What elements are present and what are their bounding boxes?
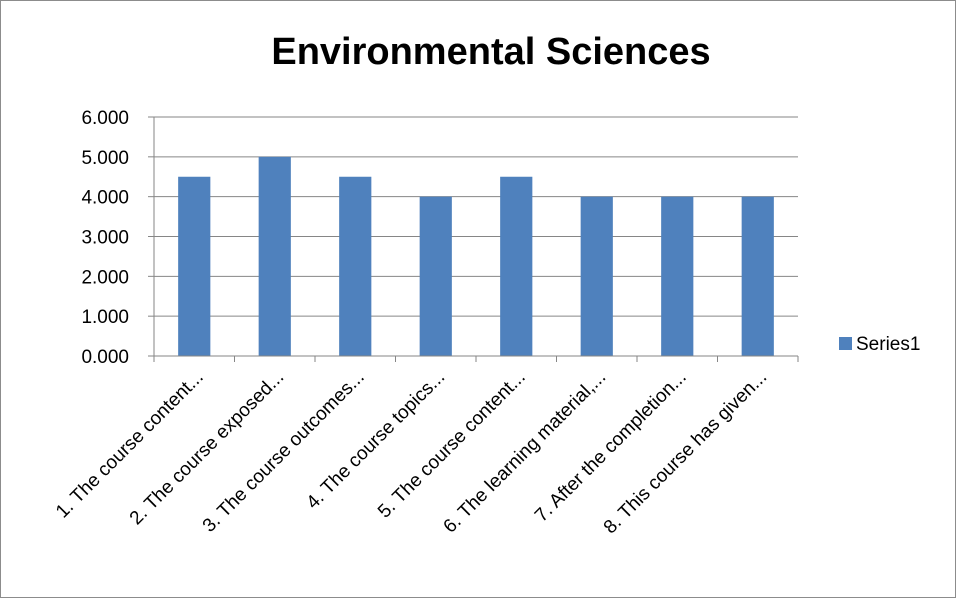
bar (741, 196, 774, 356)
y-tick-label: 2.000 (81, 267, 129, 288)
gridlines (154, 116, 798, 357)
x-tick-label: 3. The course outcomes... (199, 367, 369, 537)
bar (580, 196, 613, 356)
bar (500, 176, 533, 356)
legend-label: Series1 (856, 334, 920, 355)
y-axis: 0.000 1.000 2.000 3.000 4.000 5.000 6.000 (81, 108, 155, 368)
y-tick-label: 3.000 (81, 228, 129, 249)
y-tick-label: 6.000 (81, 108, 129, 129)
x-tick-label: 4. The course topics... (303, 367, 450, 514)
chart-title: Environmental Sciences (271, 31, 711, 73)
x-tick-label: 5. The course content... (374, 367, 530, 523)
legend: Series1 (839, 334, 920, 355)
bars (178, 156, 774, 356)
x-tick-label: 1. The course content... (52, 367, 208, 523)
bar (258, 156, 291, 356)
legend-swatch (839, 337, 852, 350)
x-tick-label: 2. The course exposed... (126, 367, 288, 529)
y-tick-label: 5.000 (81, 148, 129, 169)
bar (339, 176, 372, 356)
x-tick-label: 8. This course has given... (600, 367, 771, 538)
bar (661, 196, 694, 356)
x-tick-label: 6. The learning material,... (440, 367, 611, 538)
y-tick-label: 1.000 (81, 307, 129, 328)
x-axis: 1. The course content...2. The course ex… (52, 355, 799, 538)
y-tick-label: 4.000 (81, 188, 129, 209)
x-tick-label: 7. After the completion... (531, 367, 691, 527)
bar (178, 176, 211, 356)
bar (419, 196, 452, 356)
y-tick-label: 0.000 (81, 347, 129, 368)
